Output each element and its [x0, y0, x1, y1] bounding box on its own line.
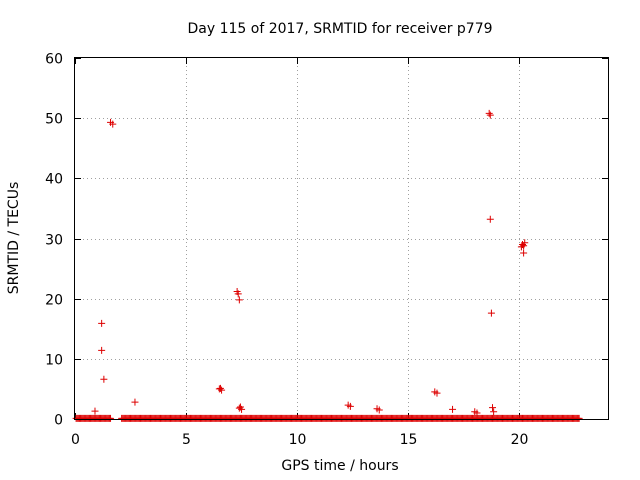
data-point [486, 215, 494, 223]
data-point [521, 239, 529, 247]
grid [75, 58, 608, 419]
plot-frame [74, 57, 609, 420]
chart-title: Day 115 of 2017, SRMTID for receiver p77… [187, 21, 492, 37]
data-point [98, 346, 106, 354]
baseline-point [107, 414, 115, 422]
x-tick-label: 5 [182, 432, 191, 448]
y-tick-label: 40 [45, 172, 63, 188]
x-tick-label: 15 [400, 432, 418, 448]
data-point [485, 109, 493, 117]
data-point [520, 242, 528, 250]
data-point [375, 406, 383, 414]
data-point [98, 319, 106, 327]
data-point [235, 296, 243, 304]
data-point [216, 384, 224, 392]
y-tick-label: 60 [45, 52, 63, 68]
x-tick-label: 20 [511, 432, 529, 448]
y-tick-label: 30 [45, 233, 63, 249]
data-point [449, 405, 457, 413]
data-point [489, 404, 497, 412]
x-tick-label: 10 [289, 432, 307, 448]
y-tick-label: 0 [54, 413, 63, 429]
y-axis-label: SRMTID / TECUs [6, 182, 22, 295]
x-tick-label: 0 [71, 432, 80, 448]
baseline-point [575, 414, 583, 422]
data-point [91, 407, 99, 415]
data-point [486, 111, 494, 119]
x-axis-label: GPS time / hours [281, 458, 398, 474]
data-point [487, 309, 495, 317]
data-point [433, 389, 441, 397]
y-tick-label: 20 [45, 293, 63, 309]
data-point [520, 249, 528, 257]
data-point [218, 386, 226, 394]
data-point [490, 408, 498, 416]
data-point [234, 290, 242, 298]
y-tick-label: 50 [45, 112, 63, 128]
data-points [72, 109, 583, 422]
y-tick-label: 10 [45, 353, 63, 369]
data-point [473, 409, 481, 417]
data-point [236, 403, 244, 411]
data-point [109, 120, 117, 128]
data-point [100, 375, 108, 383]
data-point [131, 398, 139, 406]
data-point [346, 402, 354, 410]
